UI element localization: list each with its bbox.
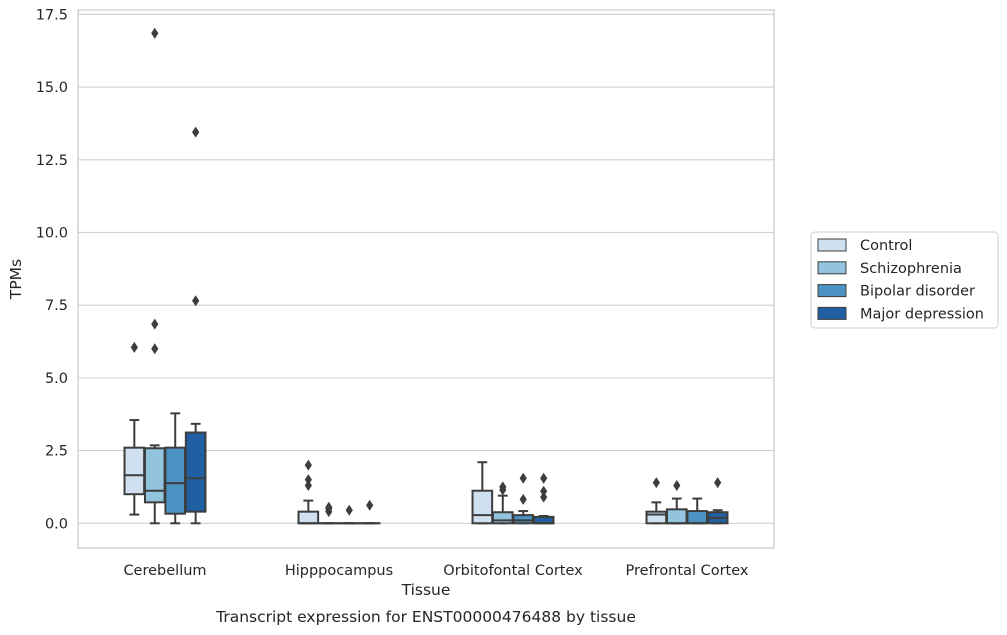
chart-caption: Transcript expression for ENST0000047648… — [215, 608, 636, 626]
legend-entry-label: Control — [860, 238, 912, 254]
y-tick-label: 2.5 — [45, 444, 68, 460]
box — [471, 489, 494, 525]
outlier-point — [519, 472, 527, 484]
box — [491, 511, 514, 525]
outlier-point — [366, 499, 374, 511]
x-axis-ticks: Cerebellum Hipppocampus Orbitofontal Corte… — [123, 563, 748, 579]
legend-swatch — [817, 238, 847, 252]
y-tick-label: 5.0 — [45, 371, 68, 387]
outlier-point — [192, 126, 200, 138]
series-major-depression — [184, 126, 729, 525]
legend-frame — [810, 231, 999, 329]
legend-entry-label: Bipolar disorder — [860, 284, 975, 300]
outlier-point — [151, 343, 159, 355]
legend-swatch — [817, 306, 847, 320]
box — [143, 447, 166, 504]
legend-entry-label: Major depression — [860, 306, 984, 322]
outlier-point — [652, 477, 660, 489]
box — [665, 508, 688, 525]
box — [297, 510, 320, 525]
y-tick-label: 0.0 — [45, 516, 68, 532]
outlier-point — [345, 504, 353, 516]
box — [512, 514, 535, 525]
outlier-point — [673, 479, 681, 491]
legend: Control Schizophrenia Bipolar disorder Majo… — [810, 231, 999, 329]
box — [184, 431, 207, 513]
outlier-point — [304, 479, 312, 491]
y-tick-label: 12.5 — [36, 153, 68, 169]
legend-swatch — [817, 261, 847, 275]
y-tick-label: 7.5 — [45, 298, 68, 314]
outlier-point — [151, 27, 159, 39]
y-tick-label: 17.5 — [36, 7, 68, 23]
legend-entry-label: Schizophrenia — [860, 261, 962, 277]
box-series-group — [123, 27, 729, 525]
outlier-point — [540, 472, 548, 484]
outlier-point — [540, 485, 548, 497]
x-tick-label: Prefrontal Cortex — [626, 563, 749, 579]
box — [164, 446, 187, 515]
y-axis-ticks: 0.0 2.5 5.0 7.5 10.0 12.5 15.0 17.5 — [36, 7, 68, 532]
series-bipolar-disorder — [164, 412, 709, 525]
plot-area-frame — [77, 9, 775, 549]
y-axis-title: TPMs — [7, 259, 25, 300]
outlier-point — [192, 295, 200, 307]
outlier-point — [325, 501, 333, 513]
outlier-point — [540, 491, 548, 503]
outlier-point — [304, 474, 312, 486]
y-tick-label: 10.0 — [36, 225, 68, 241]
series-control — [123, 341, 668, 525]
y-tick-label: 15.0 — [36, 80, 68, 96]
x-axis-title: Tissue — [401, 581, 451, 599]
x-tick-label: Cerebellum — [123, 563, 206, 579]
outlier-point — [130, 341, 138, 353]
x-tick-label: Hipppocampus — [285, 563, 393, 579]
box — [123, 446, 146, 496]
outlier-point — [499, 481, 507, 493]
legend-swatch — [817, 284, 847, 298]
x-tick-label: Orbitofontal Cortex — [443, 563, 583, 579]
box — [645, 510, 668, 525]
outlier-point — [714, 477, 722, 489]
box — [686, 510, 709, 525]
series-schizophrenia — [143, 27, 688, 525]
outlier-point — [519, 493, 527, 505]
outlier-point — [304, 459, 312, 471]
outlier-point — [151, 318, 159, 330]
